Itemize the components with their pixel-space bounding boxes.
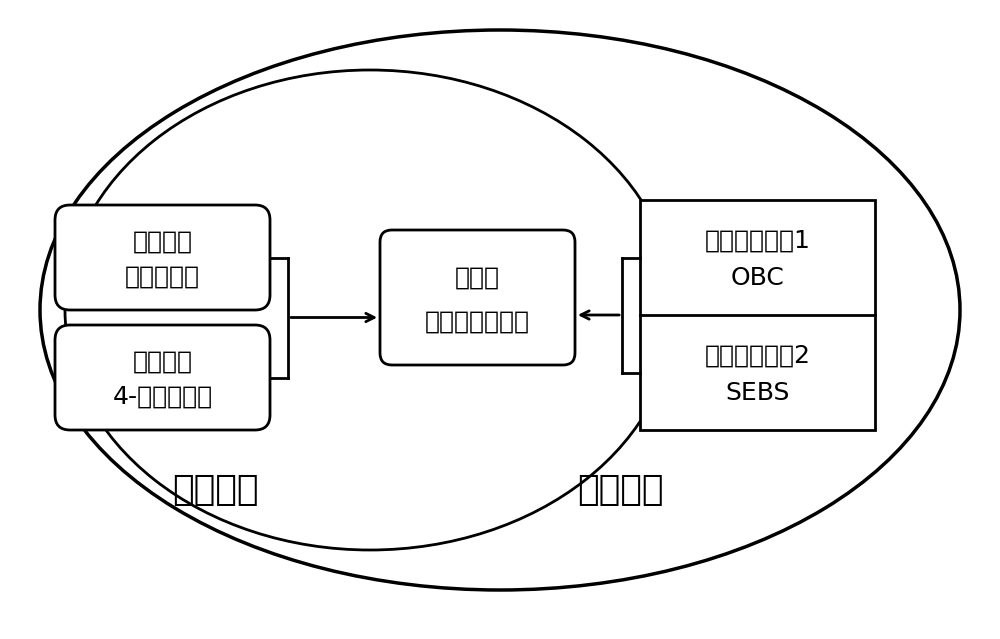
Text: 4-十二烷基酚: 4-十二烷基酚 [112,385,213,408]
Text: 热塑性弹性体2: 热塑性弹性体2 [704,343,810,367]
Text: 变色体系: 变色体系 [172,473,258,507]
Text: 结晶紫内酯: 结晶紫内酯 [125,265,200,288]
Text: 发色剂：: 发色剂： [132,350,192,374]
Text: 定形体系: 定形体系 [577,473,663,507]
Text: SEBS: SEBS [725,381,790,405]
Text: 溶剂：: 溶剂： [455,265,500,289]
Bar [640,200,875,430]
FancyBboxPatch shape [55,205,270,310]
FancyBboxPatch shape [380,230,575,365]
FancyBboxPatch shape [55,325,270,430]
Text: 热塑性弹性体1: 热塑性弹性体1 [705,228,810,252]
Text: 显色剂：: 显色剂： [132,230,192,254]
Text: OBC: OBC [731,266,784,290]
Text: 烷烃类相变材料: 烷烃类相变材料 [425,310,530,334]
